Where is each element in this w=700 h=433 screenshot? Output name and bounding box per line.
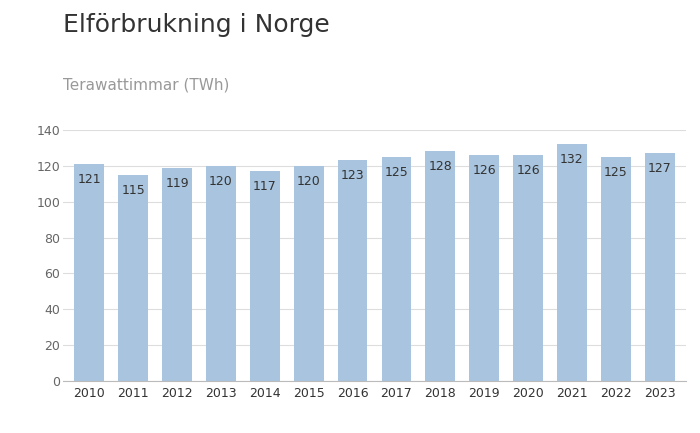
Bar: [250, 171, 280, 381]
Bar: [74, 164, 104, 381]
Text: 123: 123: [341, 169, 365, 182]
Text: 126: 126: [516, 164, 540, 177]
Text: 120: 120: [209, 175, 233, 188]
Bar: [557, 144, 587, 381]
Text: 126: 126: [473, 164, 496, 177]
Text: 128: 128: [428, 160, 452, 173]
Bar: [337, 160, 368, 381]
Text: 125: 125: [384, 166, 408, 179]
Text: 119: 119: [165, 177, 189, 190]
Bar: [206, 166, 236, 381]
Bar: [294, 166, 323, 381]
Bar: [382, 157, 412, 381]
Bar: [162, 168, 192, 381]
Text: Terawattimmar (TWh): Terawattimmar (TWh): [63, 78, 230, 93]
Text: 120: 120: [297, 175, 321, 188]
Bar: [118, 175, 148, 381]
Bar: [426, 152, 455, 381]
Text: 117: 117: [253, 180, 276, 193]
Text: 115: 115: [121, 184, 145, 197]
Bar: [645, 153, 675, 381]
Bar: [469, 155, 499, 381]
Text: 132: 132: [560, 153, 584, 166]
Text: 125: 125: [604, 166, 628, 179]
Text: Elförbrukning i Norge: Elförbrukning i Norge: [63, 13, 330, 37]
Text: 127: 127: [648, 162, 671, 175]
Text: 121: 121: [78, 173, 101, 186]
Bar: [513, 155, 543, 381]
Bar: [601, 157, 631, 381]
